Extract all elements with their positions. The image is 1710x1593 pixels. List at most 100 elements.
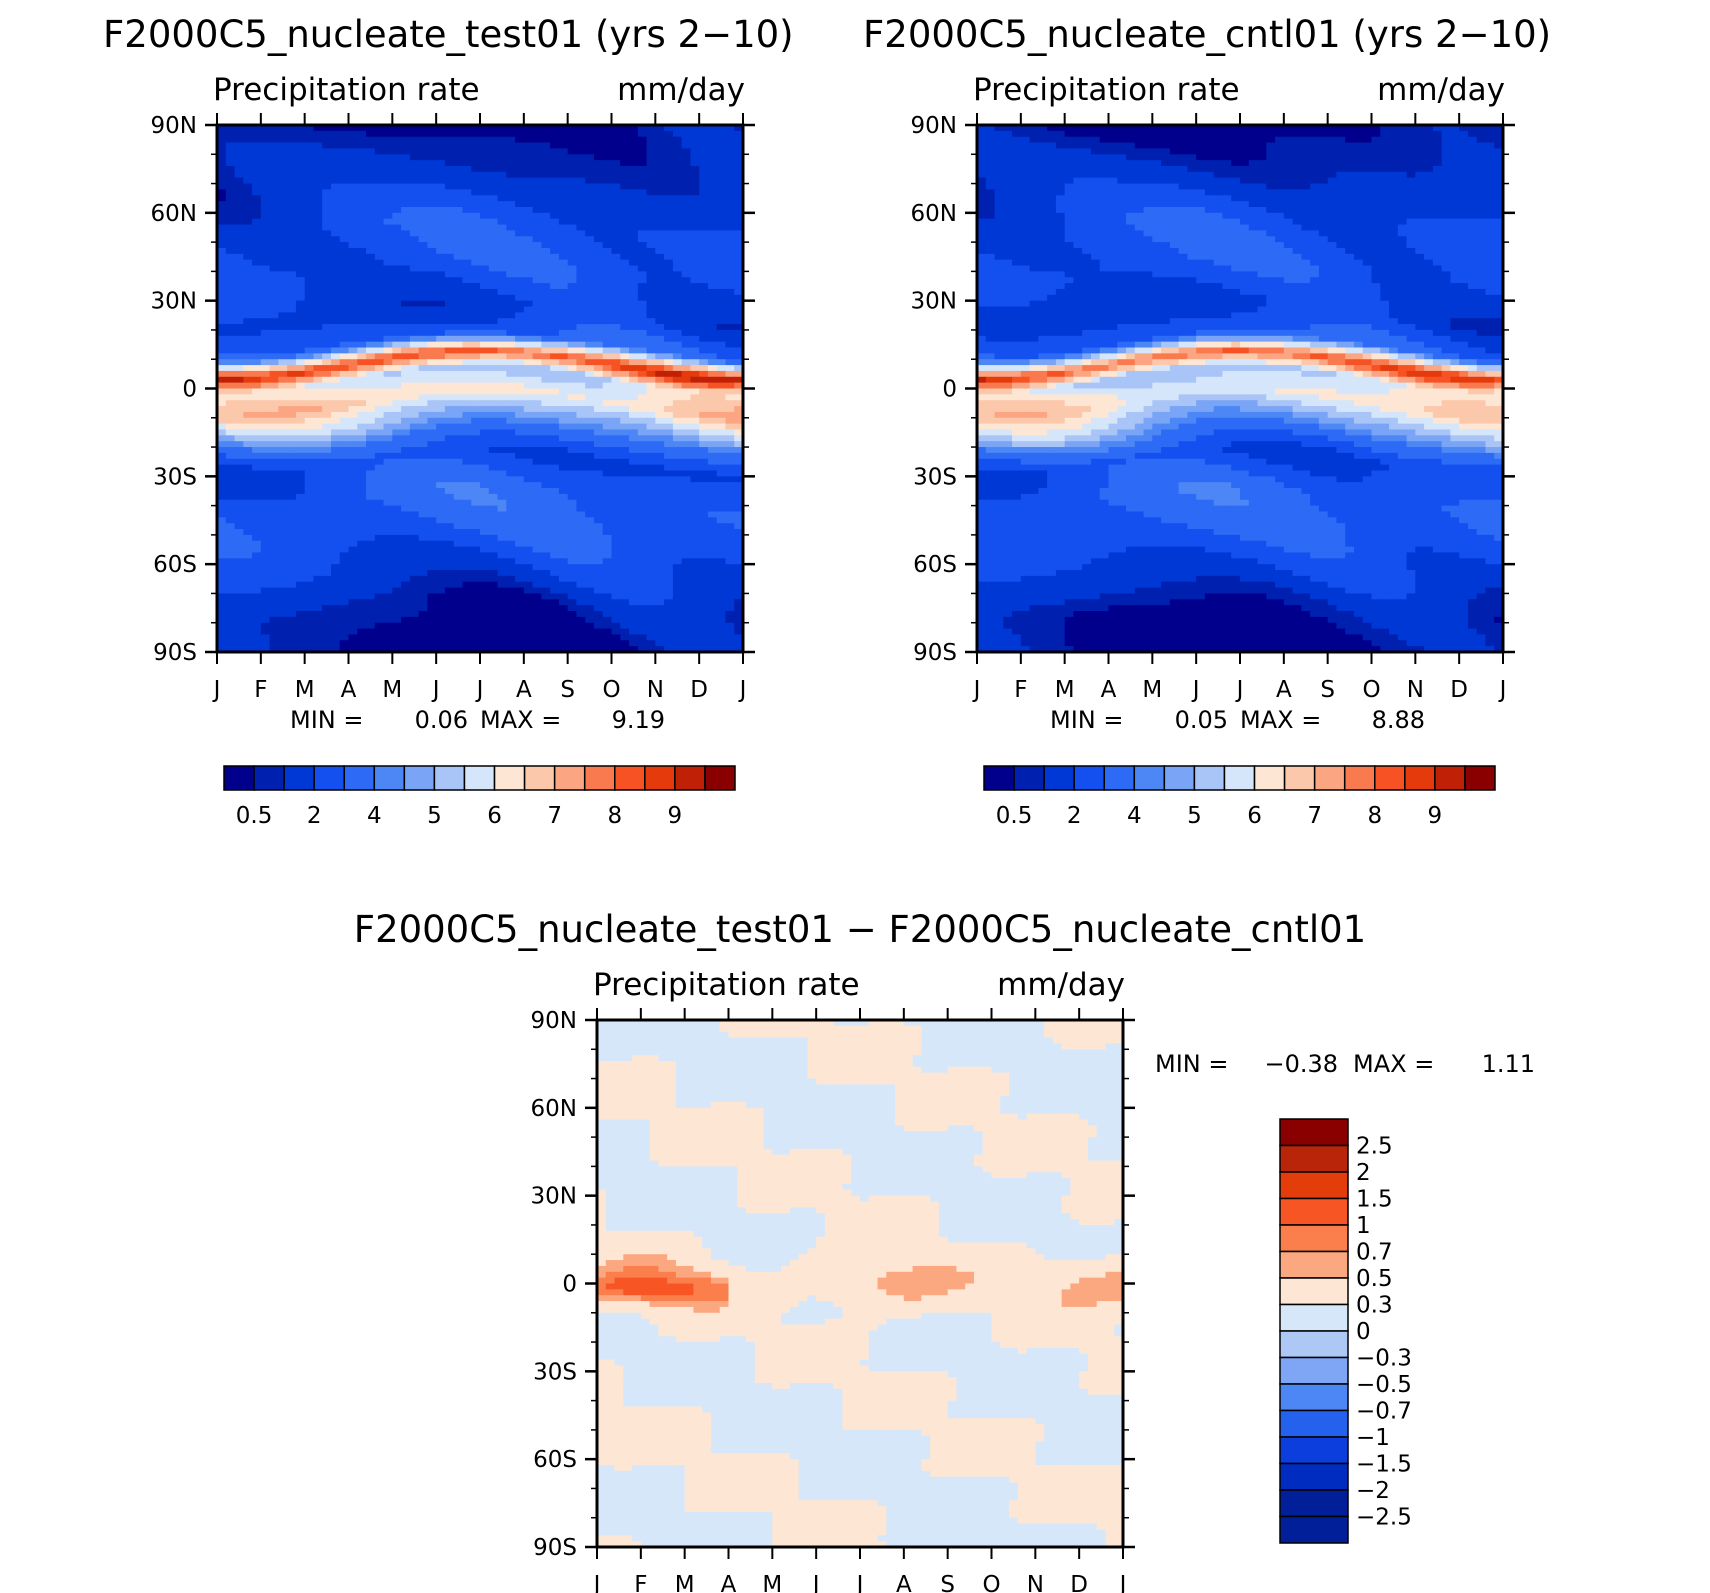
field-cell bbox=[260, 376, 271, 384]
field-cell bbox=[339, 347, 350, 354]
field-cell bbox=[672, 388, 683, 395]
field-cell bbox=[339, 429, 350, 436]
field-cell bbox=[234, 605, 244, 612]
field-cell bbox=[260, 511, 271, 518]
field-cell bbox=[330, 218, 341, 226]
field-cell bbox=[322, 476, 332, 483]
field-cell bbox=[532, 195, 542, 202]
field-cell bbox=[655, 206, 665, 214]
field-cell bbox=[322, 411, 332, 419]
field-cell bbox=[374, 177, 385, 185]
field-cell bbox=[471, 400, 481, 407]
field-cell bbox=[716, 347, 727, 354]
field-cell bbox=[260, 570, 271, 577]
field-cell bbox=[366, 183, 376, 191]
field-cell bbox=[637, 570, 648, 577]
field-cell bbox=[401, 125, 411, 132]
field-cell bbox=[427, 341, 437, 349]
field-cell bbox=[217, 125, 227, 132]
field-cell bbox=[550, 581, 560, 589]
field-cell bbox=[690, 599, 700, 606]
field-cell bbox=[444, 388, 455, 395]
field-cell bbox=[313, 365, 323, 372]
field-cell bbox=[409, 447, 420, 454]
field-cell bbox=[418, 476, 428, 483]
field-cell bbox=[278, 423, 288, 431]
field-cell bbox=[243, 247, 253, 255]
field-cell bbox=[295, 546, 306, 554]
field-cell bbox=[444, 341, 455, 349]
field-cell bbox=[699, 529, 709, 536]
field-cell bbox=[576, 529, 586, 536]
field-cell bbox=[646, 458, 656, 466]
field-cell bbox=[252, 224, 262, 231]
field-cell bbox=[567, 534, 578, 542]
field-cell bbox=[672, 429, 683, 436]
field-cell bbox=[637, 529, 648, 536]
field-cell bbox=[330, 154, 341, 161]
field-cell bbox=[217, 376, 227, 384]
field-cell bbox=[295, 125, 306, 132]
field-cell bbox=[374, 488, 385, 495]
field-cell bbox=[602, 564, 613, 571]
field-cell bbox=[655, 493, 665, 501]
field-cell bbox=[348, 423, 358, 431]
field-cell bbox=[672, 470, 683, 477]
field-cell bbox=[734, 593, 743, 600]
field-cell bbox=[567, 540, 578, 548]
field-cell bbox=[541, 136, 551, 144]
field-cell bbox=[541, 470, 551, 477]
field-cell bbox=[655, 183, 665, 191]
field-cell bbox=[541, 587, 551, 595]
field-cell bbox=[243, 575, 253, 583]
field-cell bbox=[558, 605, 569, 612]
field-cell bbox=[366, 247, 376, 255]
field-cell bbox=[357, 206, 367, 214]
field-cell bbox=[672, 587, 683, 595]
field-cell bbox=[672, 294, 683, 302]
field-cell bbox=[243, 160, 253, 167]
field-cell bbox=[734, 165, 743, 173]
field-cell bbox=[304, 605, 315, 612]
field-cell bbox=[374, 341, 385, 349]
field-cell bbox=[462, 593, 472, 600]
field-cell bbox=[260, 417, 271, 425]
field-cell bbox=[576, 564, 586, 571]
field-cell bbox=[287, 540, 297, 548]
field-cell bbox=[637, 552, 648, 559]
field-cell bbox=[269, 347, 279, 354]
field-cell bbox=[480, 259, 490, 267]
field-cell bbox=[620, 441, 630, 448]
field-cell bbox=[225, 406, 236, 413]
field-cell bbox=[295, 575, 306, 583]
field-cell bbox=[401, 148, 411, 155]
field-cell bbox=[427, 136, 437, 144]
field-cell bbox=[655, 458, 665, 466]
field-cell bbox=[734, 493, 743, 501]
field-cell bbox=[217, 277, 227, 284]
field-cell bbox=[366, 125, 376, 132]
field-cell bbox=[646, 318, 656, 325]
field-cell bbox=[401, 195, 411, 202]
field-cell bbox=[506, 271, 516, 278]
field-cell bbox=[401, 212, 411, 220]
field-cell bbox=[576, 476, 586, 483]
field-cell bbox=[462, 288, 472, 296]
field-cell bbox=[707, 593, 718, 600]
field-cell bbox=[672, 165, 683, 173]
field-cell bbox=[409, 564, 420, 571]
field-cell bbox=[427, 324, 437, 331]
field-cell bbox=[427, 529, 437, 536]
field-cell bbox=[243, 154, 253, 161]
field-cell bbox=[707, 195, 718, 202]
field-cell bbox=[260, 464, 271, 472]
field-cell bbox=[558, 464, 569, 472]
field-cell bbox=[593, 171, 604, 179]
field-cell bbox=[488, 347, 499, 354]
field-cell bbox=[707, 189, 718, 196]
field-cell bbox=[725, 242, 735, 249]
field-cell bbox=[716, 148, 727, 155]
field-cell bbox=[339, 394, 350, 401]
field-cell bbox=[295, 283, 306, 290]
field-cell bbox=[348, 464, 358, 472]
